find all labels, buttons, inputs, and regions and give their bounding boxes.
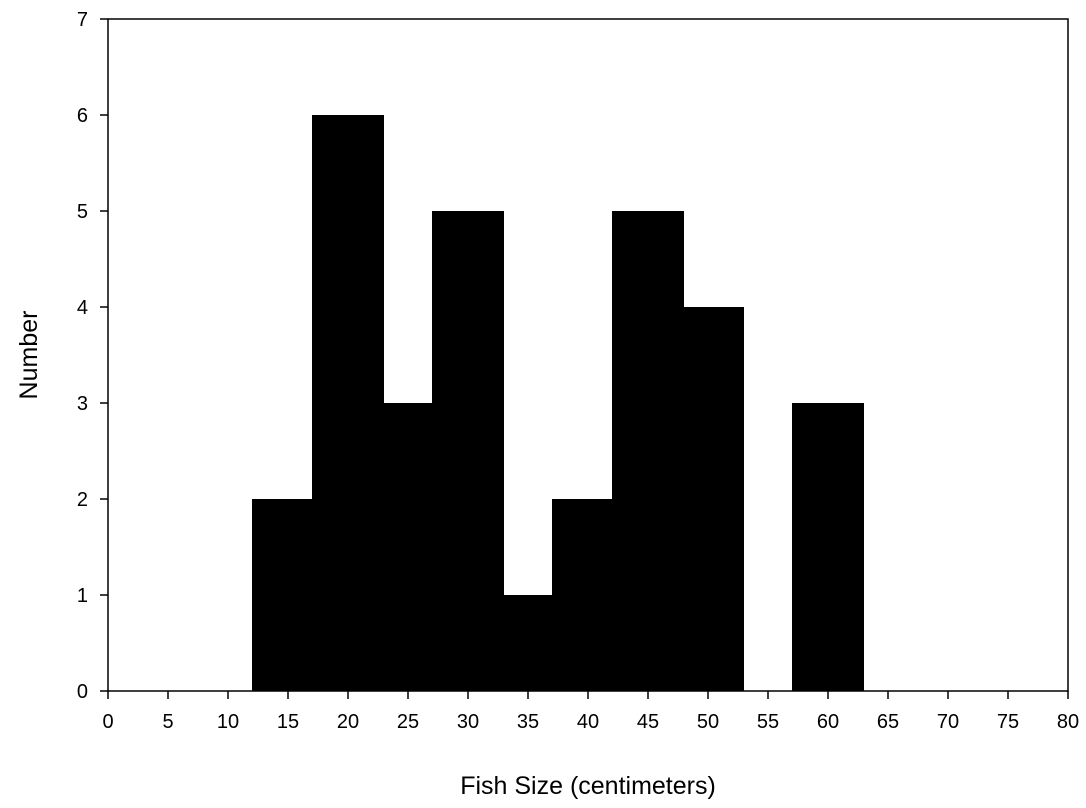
- x-tick-label-70: 70: [937, 711, 959, 733]
- x-tick-label-35: 35: [517, 711, 539, 733]
- y-tick-label-6: 6: [77, 105, 88, 127]
- x-tick-label-75: 75: [997, 711, 1019, 733]
- y-axis-ticks: 0 1 2 3 4 5 6 7: [77, 9, 108, 703]
- x-tick-label-10: 10: [217, 711, 239, 733]
- x-tick-label-30: 30: [457, 711, 479, 733]
- x-tick-label-25: 25: [397, 711, 419, 733]
- x-axis-ticks: 0 5 10 15 20 25 30 35 40 45 50 55 60 65 70 75 80: [102, 691, 1079, 733]
- y-tick-label-4: 4: [77, 297, 88, 319]
- x-tick-label-20: 20: [337, 711, 359, 733]
- x-tick-label-45: 45: [637, 711, 659, 733]
- x-tick-label-0: 0: [102, 711, 113, 733]
- x-tick-label-5: 5: [162, 711, 173, 733]
- x-axis-title: Fish Size (centimeters): [460, 772, 716, 800]
- y-tick-label-5: 5: [77, 201, 88, 223]
- x-tick-label-80: 80: [1057, 711, 1079, 733]
- bars: [252, 115, 864, 691]
- y-axis-title: Number: [15, 311, 43, 400]
- x-tick-label-55: 55: [757, 711, 779, 733]
- x-tick-label-15: 15: [277, 711, 299, 733]
- x-tick-label-50: 50: [697, 711, 719, 733]
- y-tick-label-3: 3: [77, 393, 88, 415]
- y-tick-label-7: 7: [77, 9, 88, 31]
- x-tick-label-65: 65: [877, 711, 899, 733]
- x-tick-label-60: 60: [817, 711, 839, 733]
- y-tick-label-2: 2: [77, 489, 88, 511]
- y-tick-label-0: 0: [77, 681, 88, 703]
- bar-60: [792, 403, 864, 691]
- x-tick-label-40: 40: [577, 711, 599, 733]
- bar-50: [672, 307, 744, 691]
- y-tick-label-1: 1: [77, 585, 88, 607]
